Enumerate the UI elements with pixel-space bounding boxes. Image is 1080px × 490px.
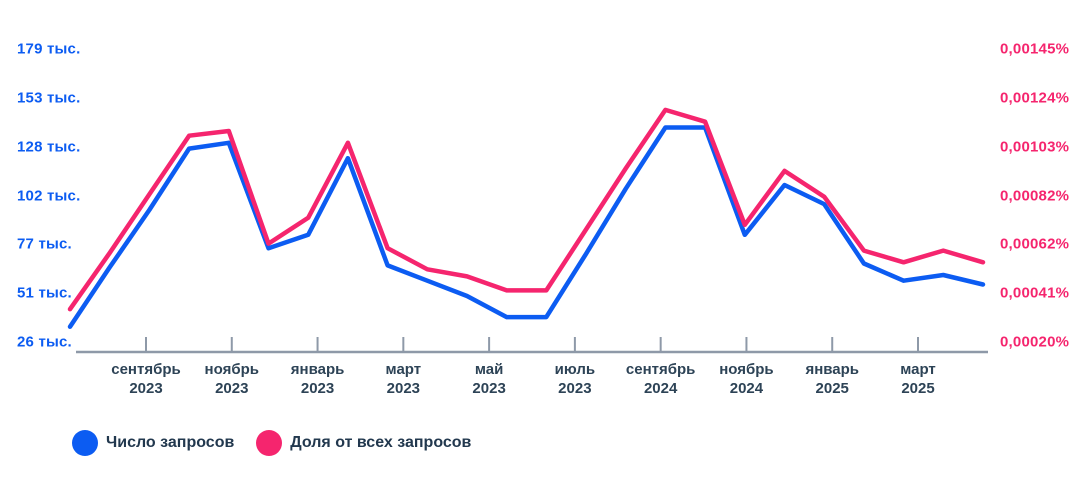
- x-axis-label: март 2023: [385, 361, 422, 397]
- queries-line[interactable]: [67, 125, 986, 329]
- y-axis-label-left: 128 тыс.: [17, 138, 81, 156]
- y-axis-label-right: 0,00124%: [1000, 89, 1070, 107]
- y-axis-label-right: 0,00041%: [1000, 284, 1070, 302]
- x-axis-label: сентябрь 2023: [111, 361, 181, 397]
- x-axis-label: январь 2023: [290, 361, 345, 397]
- queries-series-dot-icon: [72, 430, 98, 456]
- x-axis-label: март 2025: [900, 361, 936, 397]
- legend-item-share[interactable]: Доля от всех запросов: [256, 430, 471, 456]
- y-axis-label-right: 0,00062%: [1000, 235, 1070, 253]
- y-axis-label-left: 51 тыс.: [17, 284, 72, 302]
- legend-label-share: Доля от всех запросов: [290, 434, 472, 451]
- y-axis-label-right: 0,00020%: [1000, 333, 1070, 351]
- x-axis-label: сентябрь 2024: [625, 361, 696, 397]
- y-axis-label-left: 179 тыс.: [17, 40, 81, 58]
- x-axis-label: январь 2025: [805, 361, 859, 397]
- y-axis-label-left: 102 тыс.: [17, 187, 81, 204]
- x-axis-label: июль 2023: [554, 361, 596, 397]
- y-axis-label-right: 0,00103%: [1000, 138, 1070, 156]
- legend-item-queries[interactable]: Число запросов: [72, 430, 234, 456]
- x-axis-label: ноябрь 2024: [719, 361, 774, 397]
- y-axis-label-left: 26 тыс.: [17, 333, 72, 351]
- y-axis-label-left: 77 тыс.: [17, 235, 72, 253]
- legend-label-queries: Число запросов: [106, 434, 235, 451]
- share-line[interactable]: [67, 107, 986, 312]
- x-axis-label: ноябрь 2023: [204, 361, 259, 397]
- y-axis-label-right: 0,00082%: [1000, 187, 1070, 204]
- plot-area: [67, 107, 988, 354]
- y-axis-label-left: 153 тыс.: [17, 89, 81, 107]
- y-axis-label-right: 0,00145%: [1000, 40, 1070, 58]
- share-series-dot-icon: [256, 430, 283, 456]
- legend: Число запросов Доля от всех запросов: [72, 430, 471, 456]
- x-axis-label: май 2023: [472, 361, 506, 397]
